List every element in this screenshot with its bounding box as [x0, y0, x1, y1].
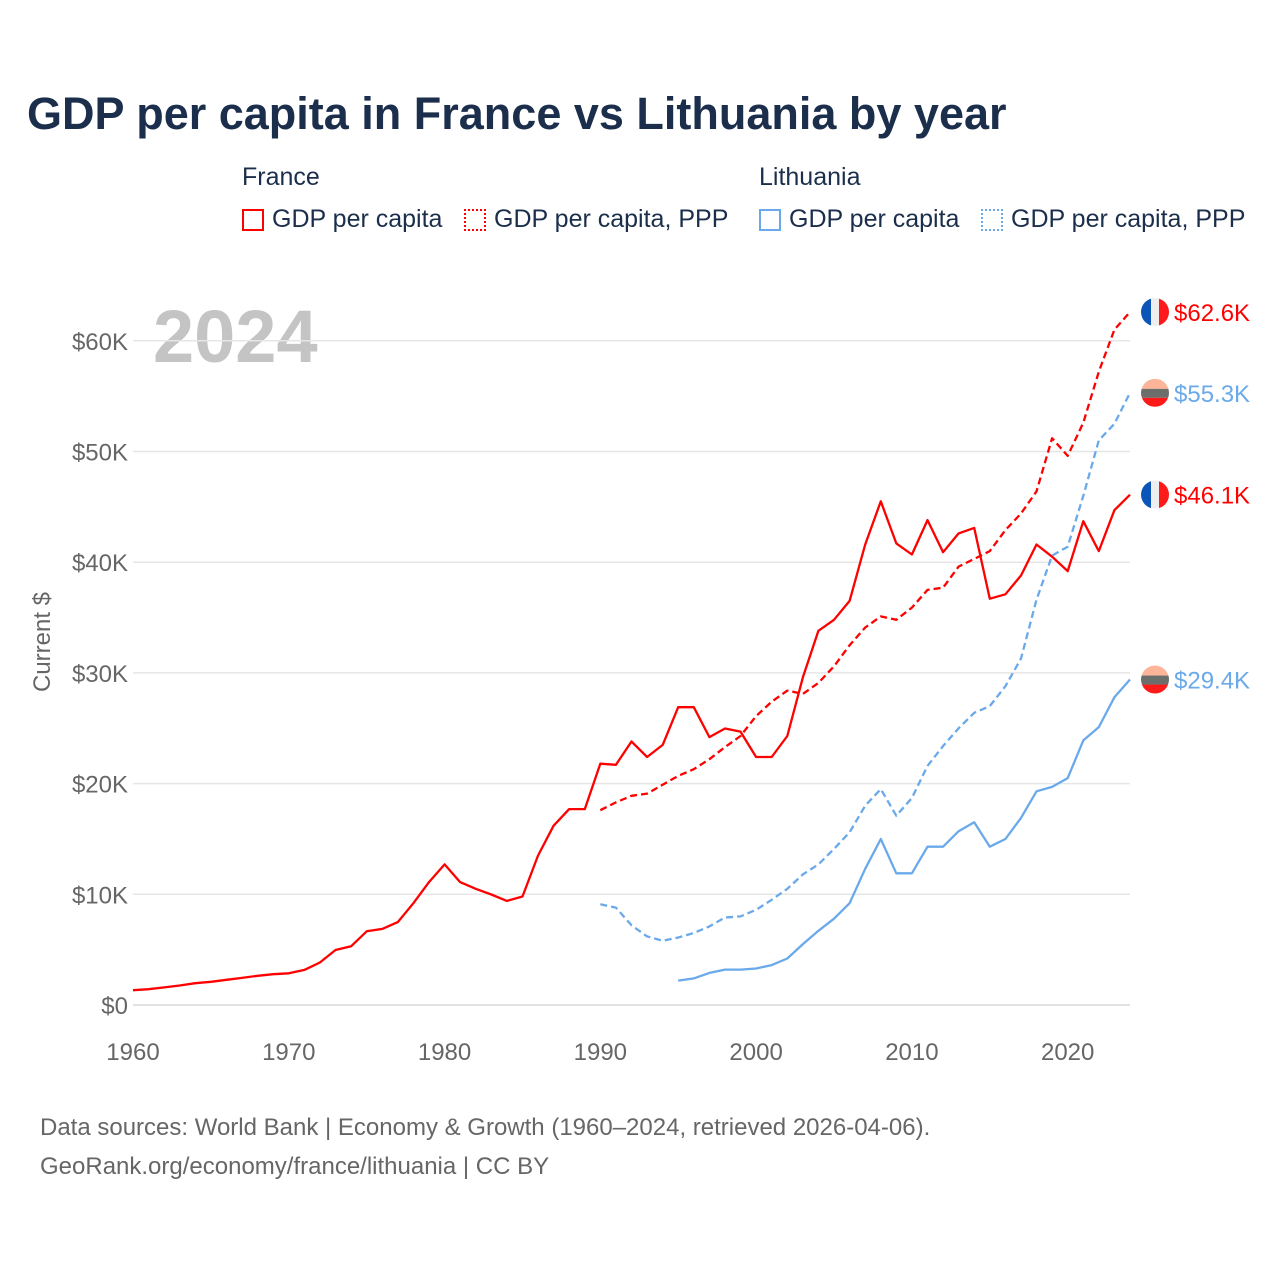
y-tick-label: $10K — [72, 882, 128, 909]
legend-label: GDP per capita, PPP — [494, 205, 729, 233]
y-tick-label: $20K — [72, 772, 128, 799]
flag-stripe — [1141, 397, 1169, 407]
legend-label: GDP per capita, PPP — [1011, 205, 1246, 233]
legend-swatch-dotted-blue — [981, 208, 1003, 231]
y-tick-label: $60K — [72, 329, 128, 356]
legend-group-lithuania: Lithuania — [759, 163, 861, 191]
legend-lithuania-gdp[interactable]: GDP per capita — [759, 205, 959, 234]
flag-stripe — [1141, 388, 1169, 398]
france-flag-icon — [1141, 298, 1169, 327]
end-value-label: $46.1K — [1174, 483, 1250, 510]
flag-stripe — [1151, 298, 1159, 327]
x-tick-label: 2010 — [885, 1039, 938, 1066]
legend-france-ppp[interactable]: GDP per capita, PPP — [464, 205, 728, 234]
legend-lithuania-ppp[interactable]: GDP per capita, PPP — [981, 205, 1245, 234]
x-tick-label: 2020 — [1041, 1039, 1094, 1066]
y-axis-label: Current $ — [29, 592, 56, 692]
flag-stripe — [1159, 480, 1169, 509]
legend-label: GDP per capita — [272, 205, 443, 233]
x-tick-label: 1960 — [106, 1039, 159, 1066]
flag-stripe — [1141, 684, 1169, 694]
source-line-1: Data sources: World Bank | Economy & Gro… — [40, 1114, 931, 1141]
legend-swatch-dotted-red — [464, 208, 486, 231]
x-tick-label: 2000 — [729, 1039, 782, 1066]
y-tick-label: $30K — [72, 661, 128, 688]
x-tick-label: 1990 — [574, 1039, 627, 1066]
end-value-label: $55.3K — [1174, 381, 1250, 408]
legend-swatch-solid-blue — [759, 208, 781, 231]
flag-stripe — [1141, 298, 1151, 327]
legend-france-gdp[interactable]: GDP per capita — [242, 205, 442, 234]
series-line-france-gdp-per-capita — [132, 493, 1131, 992]
flag-stripe — [1151, 480, 1159, 509]
end-value-label: $29.4K — [1174, 668, 1250, 695]
legend-group-france: France — [242, 163, 320, 191]
flag-stripe — [1141, 480, 1151, 509]
flag-stripe — [1141, 675, 1169, 685]
lithuania-flag-icon — [1141, 665, 1169, 694]
legend-swatch-solid-red — [242, 208, 264, 231]
y-tick-label: $0 — [101, 993, 128, 1020]
legend-label: GDP per capita — [789, 205, 960, 233]
series-line-lithuania-gdp-per-capita — [678, 678, 1131, 982]
x-tick-label: 1970 — [262, 1039, 315, 1066]
flag-stripe — [1141, 665, 1169, 676]
series-line-france-gdp-per-capita-ppp — [599, 311, 1131, 812]
flag-stripe — [1159, 298, 1169, 327]
year-watermark: 2024 — [153, 295, 318, 378]
lithuania-flag-icon — [1141, 378, 1169, 407]
source-line-2: GeoRank.org/economy/france/lithuania | C… — [40, 1153, 550, 1180]
end-value-label: $62.6K — [1174, 300, 1250, 327]
flag-stripe — [1141, 378, 1169, 389]
x-tick-label: 1980 — [418, 1039, 471, 1066]
france-flag-icon — [1141, 480, 1169, 509]
series-line-lithuania-gdp-per-capita-ppp — [600, 392, 1132, 942]
chart-title: GDP per capita in France vs Lithuania by… — [27, 88, 1007, 139]
source-note: Data sources: World Bank | Economy & Gro… — [40, 1108, 930, 1186]
y-tick-label: $50K — [72, 440, 128, 467]
y-tick-label: $40K — [72, 550, 128, 577]
